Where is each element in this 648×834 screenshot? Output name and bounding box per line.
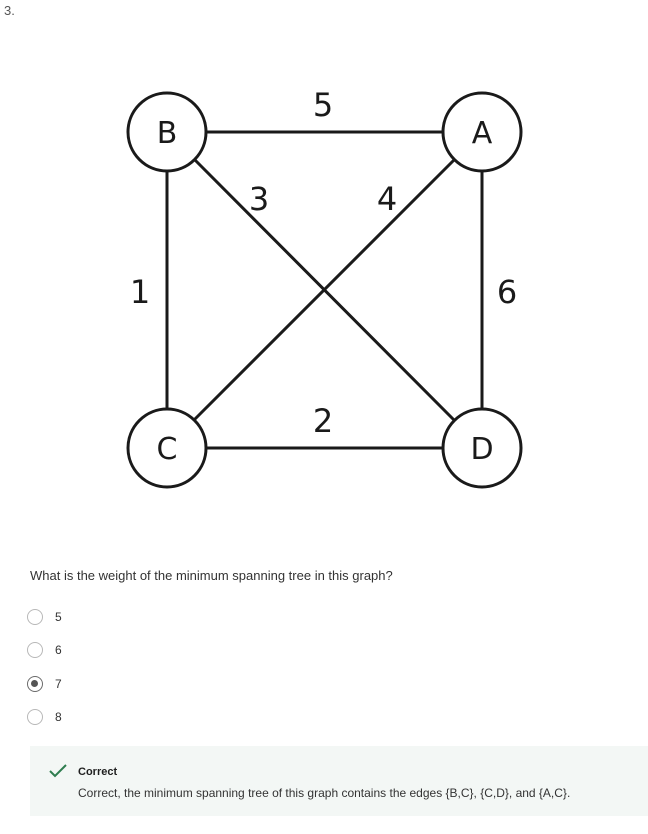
option-label: 6 [55, 643, 62, 658]
node-b: B [126, 91, 208, 173]
option-label: 8 [55, 710, 62, 725]
node-d: D [441, 407, 523, 489]
feedback-text: Correct, the minimum spanning tree of th… [78, 786, 571, 800]
option-6[interactable]: 6 [27, 634, 62, 668]
feedback-panel: Correct Correct, the minimum spanning tr… [30, 746, 648, 816]
answer-options: 5 6 7 8 [27, 600, 62, 734]
question-text: What is the weight of the minimum spanni… [30, 568, 393, 583]
weight-b-c: 1 [130, 273, 150, 311]
radio-button[interactable] [27, 642, 43, 659]
node-c: C [126, 407, 208, 489]
weight-a-d: 6 [497, 273, 517, 311]
node-b-label: B [157, 116, 178, 151]
option-8[interactable]: 8 [27, 701, 62, 735]
node-a: A [441, 91, 523, 173]
radio-button[interactable] [27, 608, 43, 625]
graph-figure: 5 3 4 1 6 2 B A C D [126, 86, 523, 489]
feedback-status: Correct [78, 766, 118, 778]
edge-a-c [192, 158, 456, 422]
weight-b-a: 5 [313, 86, 333, 124]
weight-c-d: 2 [313, 402, 333, 440]
weight-b-d: 3 [249, 180, 269, 218]
weight-a-c: 4 [377, 180, 397, 218]
node-d-label: D [470, 432, 493, 467]
node-a-label: A [472, 116, 493, 151]
option-7[interactable]: 7 [27, 667, 62, 701]
node-c-label: C [157, 432, 178, 467]
radio-button[interactable] [27, 709, 43, 726]
option-label: 5 [55, 609, 62, 624]
option-label: 7 [55, 676, 62, 691]
radio-button-selected[interactable] [27, 675, 43, 692]
option-5[interactable]: 5 [27, 600, 62, 634]
checkmark-icon [49, 764, 67, 778]
question-number: 3. [4, 3, 15, 18]
